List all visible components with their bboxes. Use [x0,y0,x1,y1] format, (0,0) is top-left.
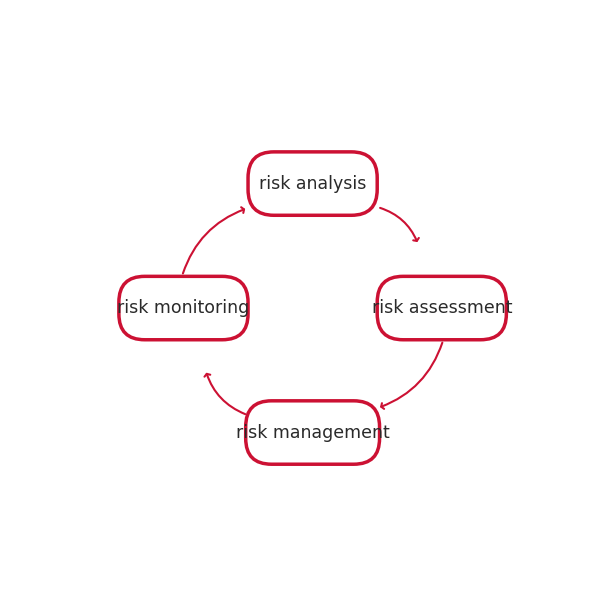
FancyBboxPatch shape [248,152,377,215]
FancyBboxPatch shape [377,276,506,340]
FancyBboxPatch shape [119,276,248,340]
Text: risk management: risk management [235,423,390,442]
Text: risk analysis: risk analysis [259,174,367,193]
FancyBboxPatch shape [246,401,379,464]
Text: risk monitoring: risk monitoring [117,299,249,317]
Text: risk assessment: risk assessment [371,299,512,317]
